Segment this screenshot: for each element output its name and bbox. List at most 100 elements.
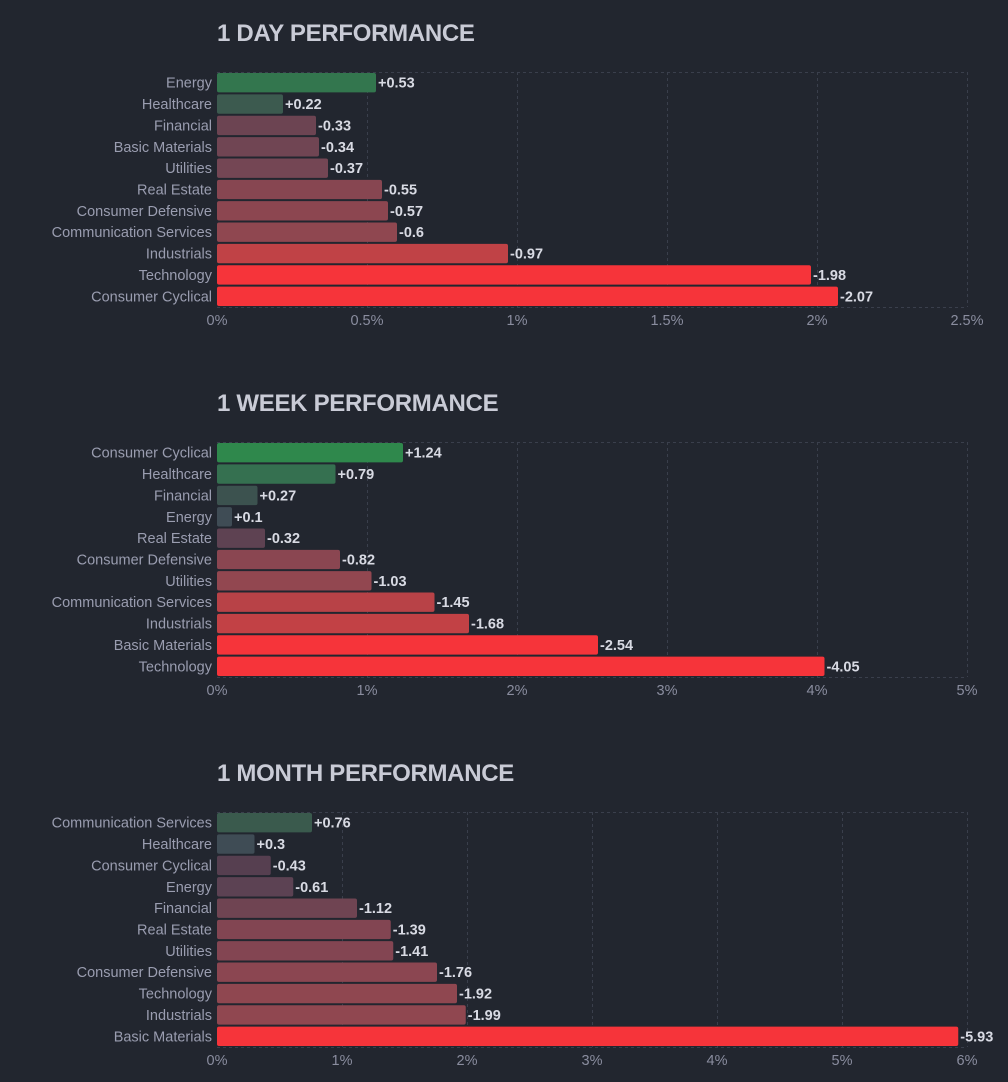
category-label: Technology bbox=[139, 987, 213, 1003]
value-label: -1.41 bbox=[395, 944, 428, 960]
category-label: Basic Materials bbox=[114, 140, 212, 156]
x-tick-label: 1.5% bbox=[650, 313, 683, 329]
bar-chart-1-week: 0% 1% 2% 3% 4% 5% Consumer Cyclical +1.24 Health… bbox=[52, 442, 978, 699]
category-label: Basic Materials bbox=[114, 1029, 212, 1045]
category-label: Real Estate bbox=[137, 531, 212, 547]
chart-title: 1 MONTH PERFORMANCE bbox=[217, 760, 514, 787]
category-label: Utilities bbox=[165, 944, 212, 960]
bar bbox=[217, 286, 838, 306]
category-label: Consumer Cyclical bbox=[91, 446, 212, 462]
category-label: Real Estate bbox=[137, 183, 212, 199]
bar bbox=[217, 656, 825, 676]
x-tick-label: 4% bbox=[807, 683, 828, 699]
bar bbox=[217, 243, 508, 264]
value-label: -0.43 bbox=[273, 858, 306, 874]
x-tick-label: 1% bbox=[332, 1053, 353, 1069]
x-tick-label: 2.5% bbox=[950, 313, 983, 329]
category-label: Healthcare bbox=[142, 467, 212, 483]
bar bbox=[217, 1026, 959, 1046]
bar bbox=[217, 549, 340, 570]
bar bbox=[217, 898, 357, 918]
x-tick-label: 5% bbox=[832, 1053, 853, 1069]
bar bbox=[217, 635, 598, 655]
bar bbox=[217, 464, 336, 484]
bar bbox=[217, 855, 271, 876]
category-label: Technology bbox=[139, 659, 213, 675]
x-tick-label: 2% bbox=[807, 313, 828, 329]
bar bbox=[217, 201, 388, 221]
value-label: +0.1 bbox=[234, 510, 263, 526]
category-label: Healthcare bbox=[142, 837, 212, 853]
x-tick-label: 4% bbox=[707, 1053, 728, 1069]
bar bbox=[217, 485, 258, 506]
category-label: Utilities bbox=[165, 161, 212, 177]
bar bbox=[217, 962, 437, 982]
bar bbox=[217, 137, 319, 157]
value-label: -1.12 bbox=[359, 901, 392, 917]
category-label: Communication Services bbox=[52, 225, 212, 241]
value-label: +0.79 bbox=[338, 467, 375, 483]
bar bbox=[217, 222, 397, 242]
category-label: Communication Services bbox=[52, 816, 212, 832]
category-label: Energy bbox=[166, 510, 213, 526]
value-label: -0.34 bbox=[321, 140, 354, 156]
value-label: -1.98 bbox=[813, 268, 846, 284]
bar bbox=[217, 813, 312, 833]
value-label: -1.68 bbox=[471, 617, 504, 633]
x-tick-label: 6% bbox=[957, 1053, 978, 1069]
bar bbox=[217, 1005, 466, 1025]
value-label: -0.57 bbox=[390, 204, 423, 220]
value-label: -1.03 bbox=[374, 574, 407, 590]
value-label: -1.76 bbox=[439, 965, 472, 981]
x-tick-label: 0% bbox=[207, 1053, 228, 1069]
chart-title: 1 WEEK PERFORMANCE bbox=[217, 390, 499, 417]
bar bbox=[217, 158, 328, 178]
value-label: -2.07 bbox=[840, 289, 873, 305]
value-label: -1.99 bbox=[468, 1008, 501, 1024]
category-label: Industrials bbox=[146, 617, 212, 633]
value-label: -0.55 bbox=[384, 183, 417, 199]
x-tick-label: 2% bbox=[507, 683, 528, 699]
x-tick-label: 3% bbox=[582, 1053, 603, 1069]
x-tick-label: 1% bbox=[357, 683, 378, 699]
x-tick-label: 5% bbox=[957, 683, 978, 699]
value-label: -0.33 bbox=[318, 118, 351, 134]
bar-chart-1-month: 0% 1% 2% 3% 4% 5% 6% Communication Services +0.7… bbox=[52, 812, 993, 1069]
value-label: -0.97 bbox=[510, 247, 543, 263]
category-label: Industrials bbox=[146, 247, 212, 263]
value-label: +0.3 bbox=[257, 837, 286, 853]
value-label: -1.92 bbox=[459, 987, 492, 1003]
category-label: Financial bbox=[154, 901, 212, 917]
category-label: Consumer Cyclical bbox=[91, 289, 212, 305]
category-label: Consumer Defensive bbox=[77, 553, 212, 569]
x-tick-label: 0% bbox=[207, 683, 228, 699]
value-label: +0.53 bbox=[378, 76, 415, 92]
bar bbox=[217, 592, 435, 612]
category-label: Communication Services bbox=[52, 595, 212, 611]
x-tick-label: 1% bbox=[507, 313, 528, 329]
bar bbox=[217, 94, 283, 114]
bar bbox=[217, 941, 394, 961]
x-tick-label: 0% bbox=[207, 313, 228, 329]
bar bbox=[217, 834, 255, 854]
value-label: -1.39 bbox=[393, 923, 426, 939]
category-label: Consumer Defensive bbox=[77, 965, 212, 981]
category-label: Technology bbox=[139, 268, 213, 284]
bar bbox=[217, 571, 372, 591]
bar bbox=[217, 528, 265, 548]
category-label: Basic Materials bbox=[114, 638, 212, 654]
bar bbox=[217, 73, 376, 93]
category-label: Real Estate bbox=[137, 923, 212, 939]
bar-chart-1-day: 0% 0.5% 1% 1.5% 2% 2.5% Energy +0.53 Healthcare +… bbox=[52, 72, 984, 329]
bar bbox=[217, 877, 294, 897]
category-label: Financial bbox=[154, 118, 212, 134]
value-label: +0.22 bbox=[285, 97, 322, 113]
x-tick-label: 3% bbox=[657, 683, 678, 699]
value-label: -5.93 bbox=[960, 1029, 993, 1045]
bar bbox=[217, 115, 316, 136]
value-label: -0.82 bbox=[342, 553, 375, 569]
category-label: Financial bbox=[154, 488, 212, 504]
bar bbox=[217, 443, 403, 463]
category-label: Industrials bbox=[146, 1008, 212, 1024]
value-label: -1.45 bbox=[437, 595, 470, 611]
